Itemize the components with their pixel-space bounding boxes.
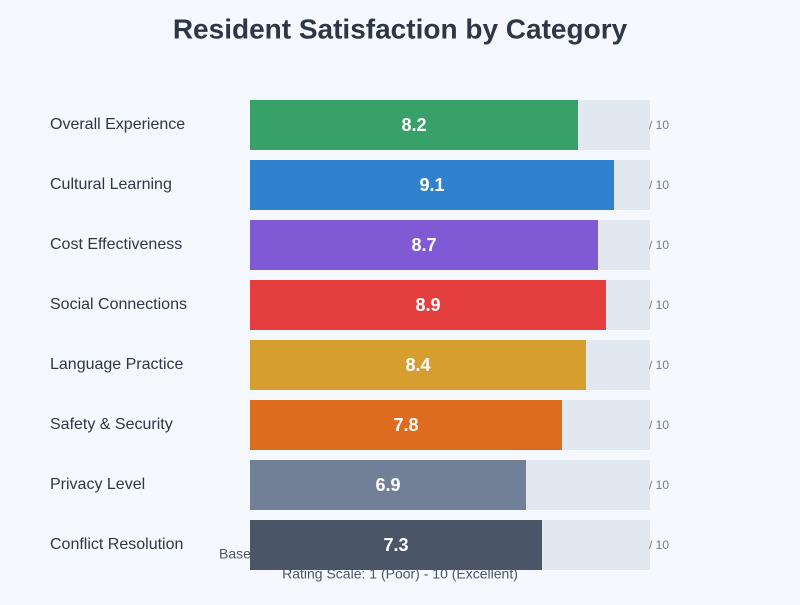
category-label: Cultural Learning	[50, 176, 172, 193]
footnote: Base	[219, 546, 251, 562]
value-label: 8.9	[415, 295, 440, 315]
value-label: 6.9	[375, 475, 400, 495]
scale-suffix: / 10	[649, 238, 669, 252]
category-label: Language Practice	[50, 356, 184, 373]
value-label: 8.4	[405, 355, 430, 375]
value-label: 7.3	[383, 535, 408, 555]
bar	[250, 280, 606, 330]
chart-title: Resident Satisfaction by Category	[173, 13, 628, 44]
value-label: 9.1	[419, 175, 444, 195]
bar	[250, 460, 526, 510]
scale-suffix: / 10	[649, 298, 669, 312]
value-label: 7.8	[393, 415, 418, 435]
category-label: Overall Experience	[50, 116, 185, 133]
category-label: Safety & Security	[50, 416, 173, 433]
category-label: Social Connections	[50, 296, 187, 313]
bar	[250, 160, 614, 210]
bar	[250, 100, 578, 150]
bar	[250, 340, 586, 390]
category-label: Privacy Level	[50, 476, 145, 493]
scale-suffix: / 10	[649, 478, 669, 492]
bar	[250, 400, 562, 450]
scale-suffix: / 10	[649, 118, 669, 132]
scale-suffix: / 10	[649, 538, 669, 552]
scale-suffix: / 10	[649, 358, 669, 372]
scale-suffix: / 10	[649, 178, 669, 192]
bar	[250, 220, 598, 270]
category-label: Cost Effectiveness	[50, 236, 182, 253]
bar	[250, 520, 542, 570]
value-label: 8.2	[401, 115, 426, 135]
category-label: Conflict Resolution	[50, 536, 183, 553]
scale-suffix: / 10	[649, 418, 669, 432]
value-label: 8.7	[411, 235, 436, 255]
